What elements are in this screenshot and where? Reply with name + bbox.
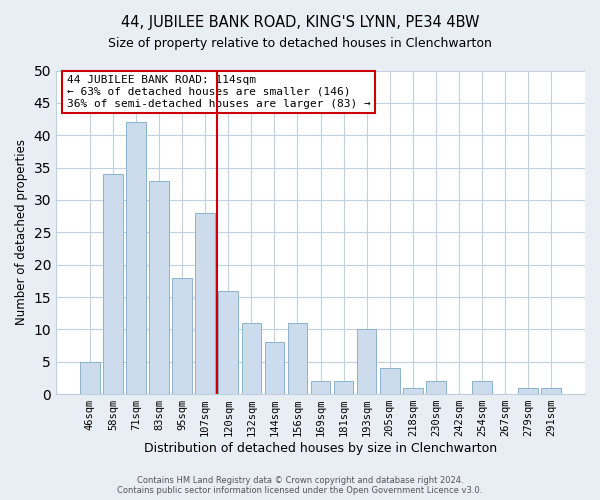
- Bar: [357, 330, 376, 394]
- Bar: [403, 388, 422, 394]
- Text: Size of property relative to detached houses in Clenchwarton: Size of property relative to detached ho…: [108, 38, 492, 51]
- Text: 44, JUBILEE BANK ROAD, KING'S LYNN, PE34 4BW: 44, JUBILEE BANK ROAD, KING'S LYNN, PE34…: [121, 15, 479, 30]
- Bar: [541, 388, 561, 394]
- Bar: [242, 323, 261, 394]
- Y-axis label: Number of detached properties: Number of detached properties: [15, 140, 28, 326]
- Bar: [311, 381, 331, 394]
- Text: 44 JUBILEE BANK ROAD: 114sqm
← 63% of detached houses are smaller (146)
36% of s: 44 JUBILEE BANK ROAD: 114sqm ← 63% of de…: [67, 76, 370, 108]
- Bar: [518, 388, 538, 394]
- Bar: [287, 323, 307, 394]
- Bar: [196, 213, 215, 394]
- Text: Contains HM Land Registry data © Crown copyright and database right 2024.
Contai: Contains HM Land Registry data © Crown c…: [118, 476, 482, 495]
- Bar: [149, 180, 169, 394]
- Bar: [472, 381, 492, 394]
- Bar: [426, 381, 446, 394]
- Bar: [265, 342, 284, 394]
- Bar: [172, 278, 192, 394]
- Bar: [380, 368, 400, 394]
- Bar: [126, 122, 146, 394]
- Bar: [103, 174, 123, 394]
- X-axis label: Distribution of detached houses by size in Clenchwarton: Distribution of detached houses by size …: [144, 442, 497, 455]
- Bar: [334, 381, 353, 394]
- Bar: [218, 290, 238, 394]
- Bar: [80, 362, 100, 394]
